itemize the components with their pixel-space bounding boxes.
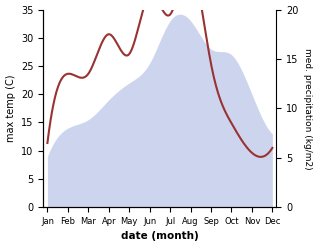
Y-axis label: med. precipitation (kg/m2): med. precipitation (kg/m2) bbox=[303, 48, 313, 169]
X-axis label: date (month): date (month) bbox=[121, 231, 199, 242]
Y-axis label: max temp (C): max temp (C) bbox=[5, 75, 16, 142]
